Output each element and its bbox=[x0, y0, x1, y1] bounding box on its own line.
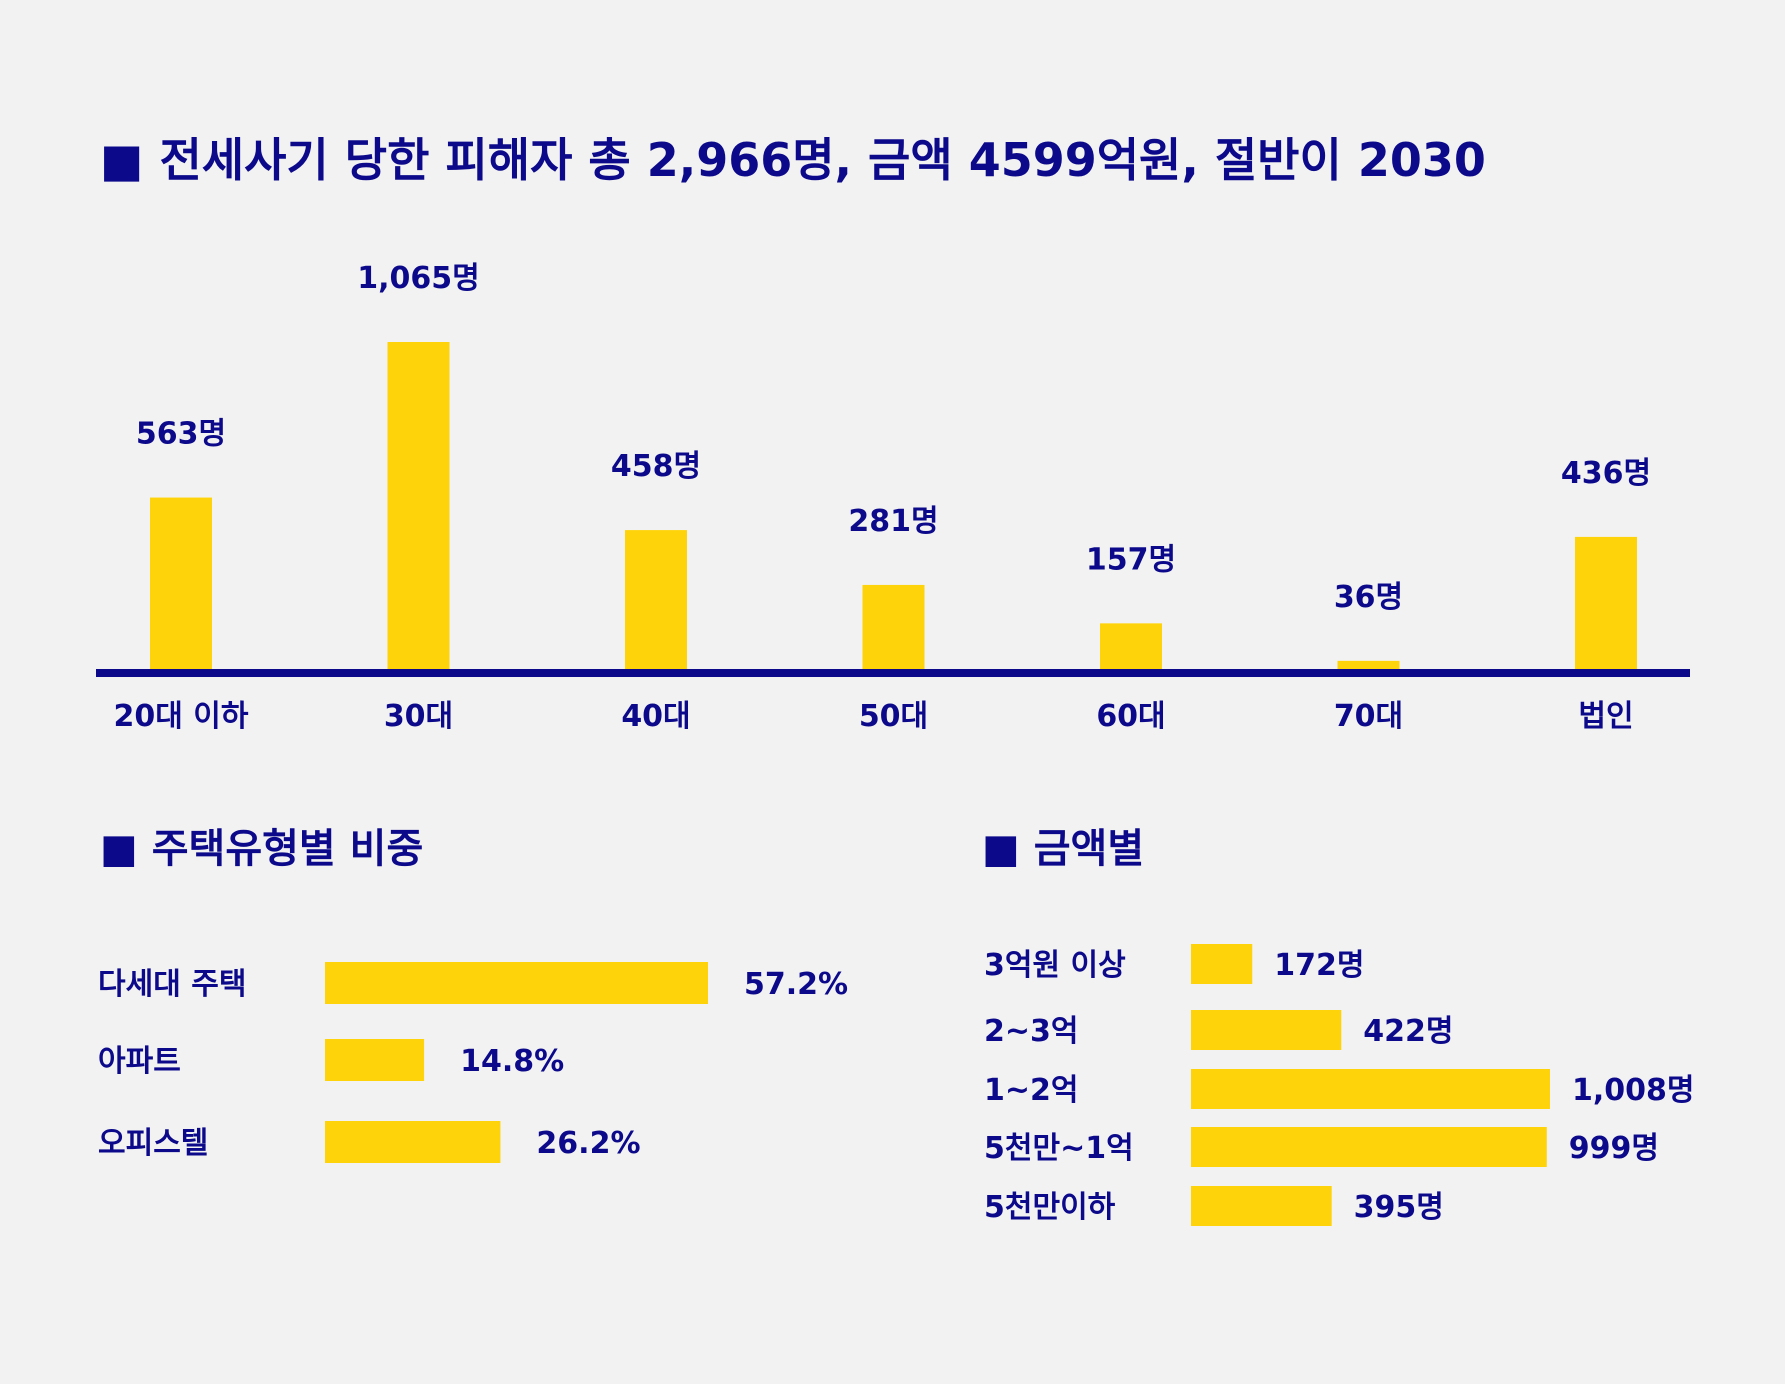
amount-category-label-4: 5천만이하 bbox=[984, 1190, 1116, 1225]
age-bar-value-label-6: 436명 bbox=[1561, 456, 1651, 491]
amount-category-label-1: 2~3억 bbox=[984, 1014, 1079, 1049]
age-category-label-4: 60대 bbox=[1096, 699, 1165, 734]
age-bar-5 bbox=[1337, 660, 1400, 672]
age-bar-3 bbox=[862, 584, 925, 672]
amount-bar-2 bbox=[1191, 1069, 1550, 1109]
amount-category-label-3: 5천만~1억 bbox=[984, 1131, 1134, 1166]
amount-category-label-0: 3억원 이상 bbox=[984, 948, 1126, 983]
age-bar-0 bbox=[150, 497, 212, 672]
age-bar-4 bbox=[1100, 623, 1162, 672]
housing-type-title: ■ 주택유형별 비중 bbox=[100, 826, 423, 872]
age-bar-value-label-1: 1,065명 bbox=[357, 261, 480, 296]
age-category-label-6: 법인 bbox=[1578, 699, 1633, 734]
housing-category-label-0: 다세대 주택 bbox=[98, 967, 246, 1002]
age-category-label-5: 70대 bbox=[1334, 699, 1403, 734]
amount-bar-3 bbox=[1191, 1127, 1547, 1167]
age-bar-value-label-0: 563명 bbox=[136, 417, 226, 452]
age-category-label-1: 30대 bbox=[384, 699, 453, 734]
amount-title: ■ 금액별 bbox=[982, 826, 1144, 872]
amount-value-label-2: 1,008명 bbox=[1572, 1073, 1695, 1108]
amount-category-label-2: 1~2억 bbox=[984, 1073, 1079, 1108]
age-bar-6 bbox=[1575, 536, 1637, 672]
amount-bar-0 bbox=[1191, 944, 1253, 984]
housing-bar-1 bbox=[325, 1039, 425, 1081]
age-bar-value-label-4: 157명 bbox=[1086, 542, 1176, 577]
housing-category-label-2: 오피스텔 bbox=[98, 1126, 208, 1161]
housing-bar-2 bbox=[325, 1121, 501, 1163]
housing-category-label-1: 아파트 bbox=[98, 1044, 181, 1079]
age-bar-value-label-5: 36명 bbox=[1334, 580, 1403, 615]
housing-value-label-2: 26.2% bbox=[536, 1126, 640, 1161]
amount-value-label-0: 172명 bbox=[1274, 948, 1364, 983]
age-category-label-0: 20대 이하 bbox=[114, 699, 249, 734]
age-bar-value-label-2: 458명 bbox=[611, 449, 701, 484]
amount-value-label-3: 999명 bbox=[1569, 1131, 1659, 1166]
amount-bar-4 bbox=[1191, 1186, 1332, 1226]
age-category-label-2: 40대 bbox=[621, 699, 690, 734]
x-axis-baseline bbox=[96, 669, 1690, 677]
amount-value-label-4: 395명 bbox=[1354, 1190, 1444, 1225]
amount-bar-1 bbox=[1191, 1010, 1342, 1050]
age-bar-2 bbox=[625, 530, 687, 672]
age-bar-1 bbox=[387, 342, 450, 672]
housing-value-label-1: 14.8% bbox=[460, 1044, 564, 1079]
amount-value-label-1: 422명 bbox=[1363, 1014, 1453, 1049]
page-title: ■ 전세사기 당한 피해자 총 2,966명, 금액 4599억원, 절반이 2… bbox=[100, 133, 1486, 187]
housing-value-label-0: 57.2% bbox=[744, 967, 848, 1002]
housing-bar-0 bbox=[325, 962, 708, 1004]
age-category-label-3: 50대 bbox=[859, 699, 928, 734]
age-bar-value-label-3: 281명 bbox=[848, 504, 938, 539]
